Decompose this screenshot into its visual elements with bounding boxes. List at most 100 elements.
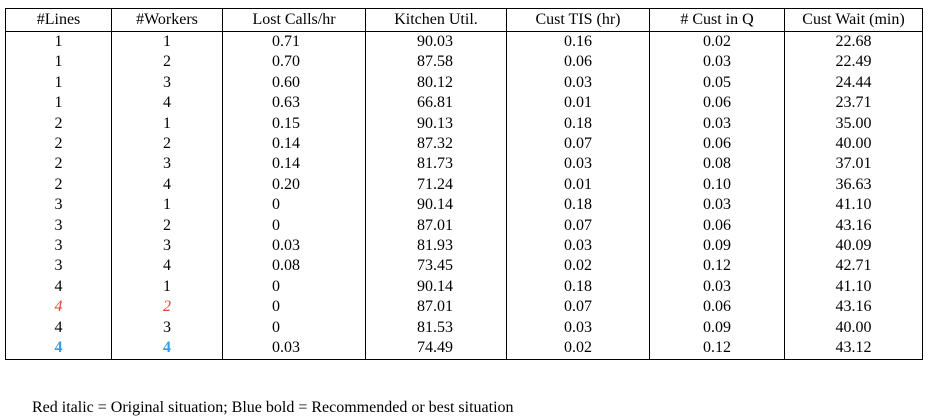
cell-cust-tis: 0.18 xyxy=(506,276,650,298)
cell-kitchen-util: 87.58 xyxy=(365,52,507,73)
table-row: 2 2 0.14 87.32 0.07 0.06 40.00 xyxy=(5,134,923,155)
cell-lines: 1 xyxy=(5,52,112,73)
cell-cust-tis: 0.01 xyxy=(506,174,650,196)
cell-workers: 4 xyxy=(111,93,223,114)
cell-cust-wait: 41.10 xyxy=(784,195,923,216)
cell-cust-tis: 0.18 xyxy=(506,113,650,135)
col-header-cust-in-q: # Cust in Q xyxy=(649,8,785,32)
cell-cust-in-q: 0.09 xyxy=(649,317,785,339)
cell-lines: 2 xyxy=(5,174,112,196)
cell-cust-wait: 23.71 xyxy=(784,93,923,114)
cell-workers: 1 xyxy=(111,113,223,135)
cell-cust-in-q: 0.09 xyxy=(649,236,785,257)
table-row: 1 3 0.60 80.12 0.03 0.05 24.44 xyxy=(5,72,923,94)
table-row: 1 4 0.63 66.81 0.01 0.06 23.71 xyxy=(5,93,923,114)
cell-cust-tis: 0.03 xyxy=(506,236,650,257)
cell-cust-tis: 0.07 xyxy=(506,215,650,237)
cell-cust-in-q: 0.03 xyxy=(649,113,785,135)
cell-kitchen-util: 66.81 xyxy=(365,93,507,114)
cell-cust-wait: 22.49 xyxy=(784,52,923,73)
cell-lines: 2 xyxy=(5,154,112,175)
cell-lost-calls: 0.63 xyxy=(222,93,366,114)
cell-kitchen-util: 87.01 xyxy=(365,297,507,318)
cell-cust-tis: 0.07 xyxy=(506,134,650,155)
col-header-workers: #Workers xyxy=(111,8,223,32)
cell-cust-in-q: 0.03 xyxy=(649,52,785,73)
cell-lines: 4 xyxy=(5,317,112,339)
cell-kitchen-util: 74.49 xyxy=(365,338,507,360)
cell-lines: 4 xyxy=(5,297,112,318)
cell-cust-wait: 43.16 xyxy=(784,297,923,318)
cell-cust-tis: 0.02 xyxy=(506,256,650,277)
cell-cust-in-q: 0.03 xyxy=(649,195,785,216)
cell-kitchen-util: 73.45 xyxy=(365,256,507,277)
cell-lost-calls: 0.20 xyxy=(222,174,366,196)
cell-kitchen-util: 87.32 xyxy=(365,134,507,155)
table-row: 4 2 0 87.01 0.07 0.06 43.16 xyxy=(5,297,923,318)
cell-workers: 1 xyxy=(111,276,223,298)
table-row: 3 4 0.08 73.45 0.02 0.12 42.71 xyxy=(5,256,923,277)
cell-lines: 3 xyxy=(5,236,112,257)
table-row: 3 1 0 90.14 0.18 0.03 41.10 xyxy=(5,195,923,216)
cell-workers: 1 xyxy=(111,195,223,216)
cell-cust-tis: 0.03 xyxy=(506,317,650,339)
cell-cust-tis: 0.16 xyxy=(506,31,650,53)
cell-cust-in-q: 0.03 xyxy=(649,276,785,298)
cell-workers: 4 xyxy=(111,174,223,196)
cell-lines: 1 xyxy=(5,31,112,53)
cell-lost-calls: 0.15 xyxy=(222,113,366,135)
cell-workers: 3 xyxy=(111,236,223,257)
cell-workers: 2 xyxy=(111,297,223,318)
cell-cust-tis: 0.01 xyxy=(506,93,650,114)
cell-kitchen-util: 87.01 xyxy=(365,215,507,237)
cell-lines: 4 xyxy=(5,338,112,360)
cell-cust-tis: 0.02 xyxy=(506,338,650,360)
cell-cust-wait: 43.16 xyxy=(784,215,923,237)
col-header-cust-tis: Cust TIS (hr) xyxy=(506,8,650,32)
cell-kitchen-util: 90.13 xyxy=(365,113,507,135)
cell-lost-calls: 0.14 xyxy=(222,134,366,155)
cell-kitchen-util: 80.12 xyxy=(365,72,507,94)
col-header-cust-wait: Cust Wait (min) xyxy=(784,8,923,32)
col-header-lines: #Lines xyxy=(5,8,112,32)
cell-workers: 1 xyxy=(111,31,223,53)
cell-cust-wait: 41.10 xyxy=(784,276,923,298)
cell-cust-in-q: 0.12 xyxy=(649,338,785,360)
cell-lost-calls: 0 xyxy=(222,276,366,298)
cell-cust-in-q: 0.08 xyxy=(649,154,785,175)
cell-cust-tis: 0.03 xyxy=(506,154,650,175)
cell-cust-wait: 40.00 xyxy=(784,134,923,155)
cell-workers: 2 xyxy=(111,215,223,237)
cell-kitchen-util: 90.14 xyxy=(365,276,507,298)
cell-cust-wait: 35.00 xyxy=(784,113,923,135)
col-header-kitchen-util: Kitchen Util. xyxy=(365,8,507,32)
cell-lost-calls: 0.03 xyxy=(222,338,366,360)
cell-workers: 3 xyxy=(111,317,223,339)
cell-cust-wait: 40.09 xyxy=(784,236,923,257)
cell-lost-calls: 0.60 xyxy=(222,72,366,94)
cell-lines: 3 xyxy=(5,256,112,277)
cell-lines: 2 xyxy=(5,113,112,135)
cell-lost-calls: 0.08 xyxy=(222,256,366,277)
cell-kitchen-util: 71.24 xyxy=(365,174,507,196)
cell-lost-calls: 0.71 xyxy=(222,31,366,53)
cell-workers: 2 xyxy=(111,134,223,155)
cell-workers: 2 xyxy=(111,52,223,73)
cell-cust-wait: 40.00 xyxy=(784,317,923,339)
footnote: Red italic = Original situation; Blue bo… xyxy=(32,399,514,416)
cell-cust-in-q: 0.06 xyxy=(649,134,785,155)
cell-workers: 4 xyxy=(111,256,223,277)
cell-kitchen-util: 90.03 xyxy=(365,31,507,53)
table-row: 3 2 0 87.01 0.07 0.06 43.16 xyxy=(5,215,923,237)
cell-cust-wait: 42.71 xyxy=(784,256,923,277)
table-row: 1 2 0.70 87.58 0.06 0.03 22.49 xyxy=(5,52,923,73)
cell-cust-tis: 0.03 xyxy=(506,72,650,94)
cell-cust-in-q: 0.02 xyxy=(649,31,785,53)
cell-lost-calls: 0 xyxy=(222,317,366,339)
cell-cust-wait: 43.12 xyxy=(784,338,923,360)
cell-kitchen-util: 81.93 xyxy=(365,236,507,257)
results-table: #Lines #Workers Lost Calls/hr Kitchen Ut… xyxy=(5,8,923,360)
table-row: 4 1 0 90.14 0.18 0.03 41.10 xyxy=(5,276,923,298)
table-row: 1 1 0.71 90.03 0.16 0.02 22.68 xyxy=(5,31,923,53)
cell-cust-tis: 0.07 xyxy=(506,297,650,318)
